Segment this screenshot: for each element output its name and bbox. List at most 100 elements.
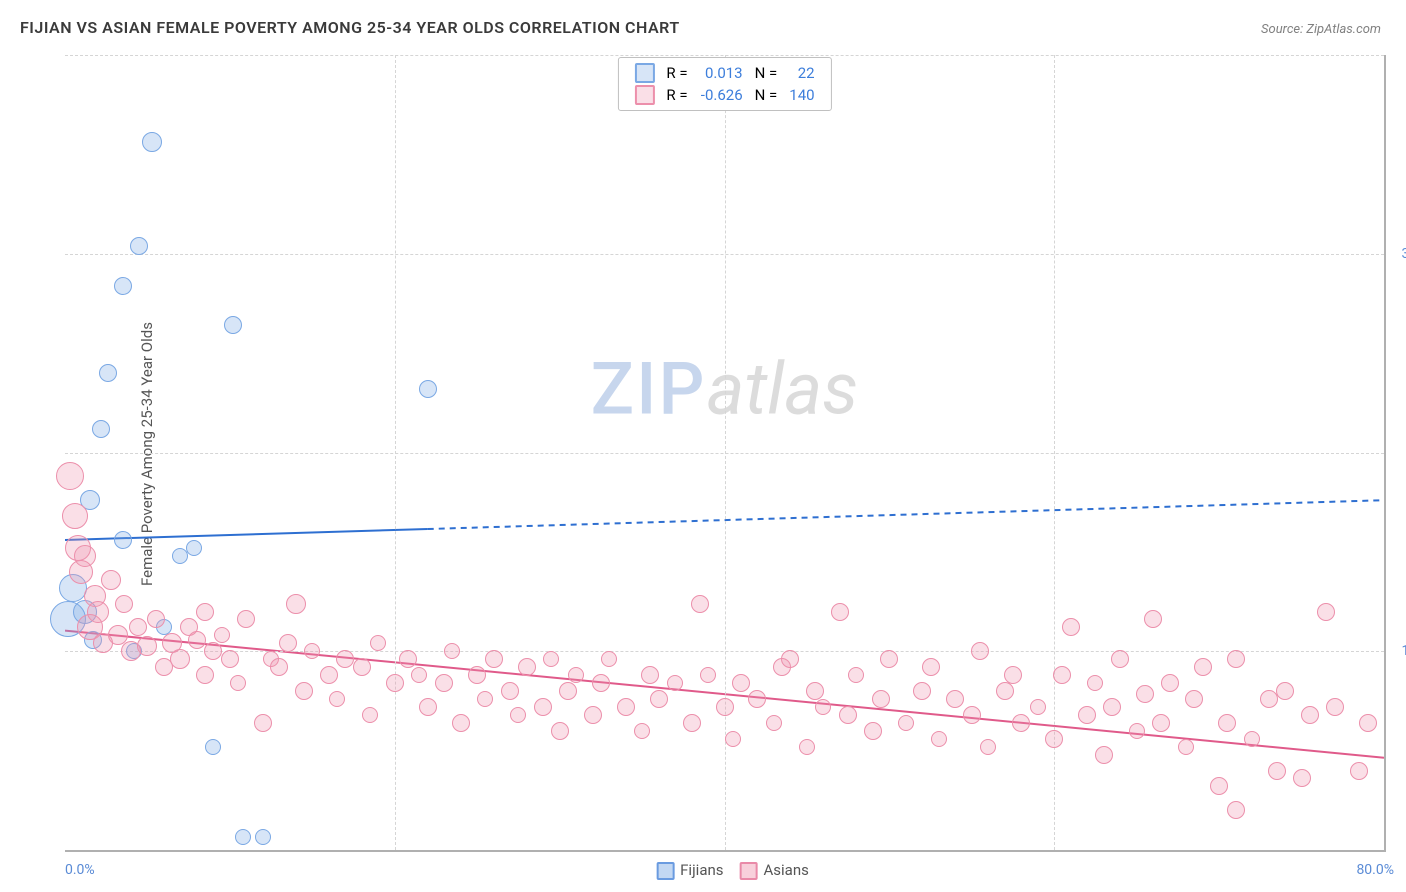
scatter-point [214,627,230,643]
scatter-point [996,682,1014,700]
scatter-point [1185,690,1203,708]
legend-r-value: 0.013 [694,62,749,84]
scatter-point [452,714,470,732]
scatter-point [1276,682,1294,700]
scatter-point [601,651,617,667]
legend-r-value: -0.626 [694,84,749,106]
scatter-point [1012,714,1030,732]
scatter-point [221,650,239,668]
scatter-point [224,316,242,334]
scatter-point [65,535,91,561]
scatter-point [872,690,890,708]
legend-series: FijiansAsians [640,861,809,880]
scatter-point [1293,769,1311,787]
scatter-point [87,601,109,623]
watermark-zip: ZIP [591,346,707,431]
scatter-point [237,610,255,628]
scatter-point [592,674,610,692]
scatter-point [543,651,559,667]
scatter-point [568,667,584,683]
scatter-point [1317,603,1335,621]
x-tick-label: 80.0% [1356,862,1394,878]
scatter-point [142,132,162,152]
x-tick-label: 0.0% [65,862,95,878]
legend-swatch [740,862,758,880]
scatter-point [411,667,427,683]
scatter-point [129,618,147,636]
legend-label: Asians [764,861,809,879]
scatter-point [108,625,128,645]
scatter-point [80,490,100,510]
scatter-point [84,585,106,607]
scatter-point [584,706,602,724]
scatter-point [1268,762,1286,780]
scatter-point [1136,685,1154,703]
y-tick-label: 12.5% [1401,643,1406,659]
scatter-point [270,658,288,676]
scatter-point [931,731,947,747]
scatter-point [1227,650,1245,668]
legend-n-value: 22 [783,62,820,84]
scatter-point [235,829,251,845]
scatter-point [650,690,668,708]
scatter-point [864,722,882,740]
scatter-point [50,601,86,637]
scatter-point [419,380,437,398]
scatter-point [963,706,981,724]
scatter-point [1350,762,1368,780]
scatter-point [196,603,214,621]
scatter-point [1129,723,1145,739]
scatter-point [831,603,849,621]
scatter-point [419,698,437,716]
scatter-point [1178,739,1194,755]
scatter-point [1260,690,1278,708]
scatter-point [62,503,88,529]
scatter-point [773,658,791,676]
chart-title: FIJIAN VS ASIAN FEMALE POVERTY AMONG 25-… [20,18,680,37]
gridline-vertical [395,55,396,850]
scatter-point [1227,801,1245,819]
scatter-point [147,610,165,628]
scatter-point [641,666,659,684]
scatter-point [913,682,931,700]
scatter-point [362,707,378,723]
scatter-point [806,682,824,700]
scatter-point [279,634,297,652]
scatter-point [254,714,272,732]
gridline-vertical [1054,55,1055,850]
scatter-point [370,635,386,651]
scatter-point [186,540,202,556]
scatter-point [748,690,766,708]
legend-n-value: 140 [783,84,820,106]
scatter-point [815,699,831,715]
scatter-point [295,682,313,700]
legend-n-label: N = [749,62,784,84]
scatter-point [468,666,486,684]
legend-swatch [656,862,674,880]
scatter-point [683,714,701,732]
scatter-point [485,650,503,668]
scatter-point [1111,650,1129,668]
scatter-point [691,595,709,613]
scatter-point [880,650,898,668]
scatter-point [263,651,279,667]
scatter-point [732,674,750,692]
watermark-atlas: atlas [706,346,858,431]
scatter-point [799,739,815,755]
legend-row: R =0.013N =22 [628,62,820,84]
scatter-point [286,594,306,614]
scatter-point [56,462,84,490]
scatter-point [329,691,345,707]
scatter-point [77,614,103,640]
y-tick-label: 37.5% [1401,246,1406,262]
scatter-point [1078,706,1096,724]
chart-container: Female Poverty Among 25-34 Year Olds ZIP… [45,55,1386,852]
scatter-point [1152,714,1170,732]
scatter-point [180,618,198,636]
scatter-point [1359,714,1377,732]
scatter-point [172,548,188,564]
scatter-point [255,829,271,845]
scatter-point [510,707,526,723]
scatter-point [725,731,741,747]
scatter-point [1095,746,1113,764]
